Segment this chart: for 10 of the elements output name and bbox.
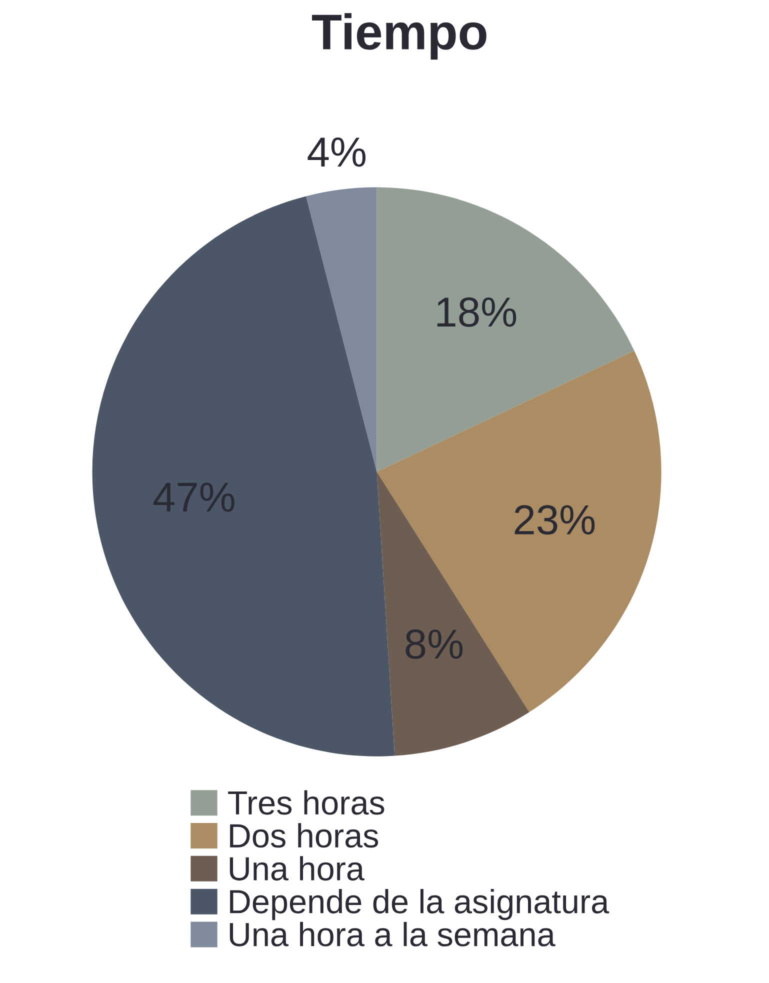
data-label: 23%: [514, 505, 595, 535]
legend-label: Una hora a la semana: [230, 922, 556, 946]
legend-label: Depende de la asignatura: [230, 889, 610, 920]
legend-label: Tres horas: [228, 790, 384, 815]
chart-title: Tiempo: [312, 13, 486, 60]
legend-label: Una hora: [230, 856, 364, 881]
data-label: 4%: [308, 138, 366, 167]
data-label: 18%: [437, 297, 516, 327]
data-label: 8%: [406, 629, 463, 659]
legend-label: Dos horas: [230, 823, 378, 848]
